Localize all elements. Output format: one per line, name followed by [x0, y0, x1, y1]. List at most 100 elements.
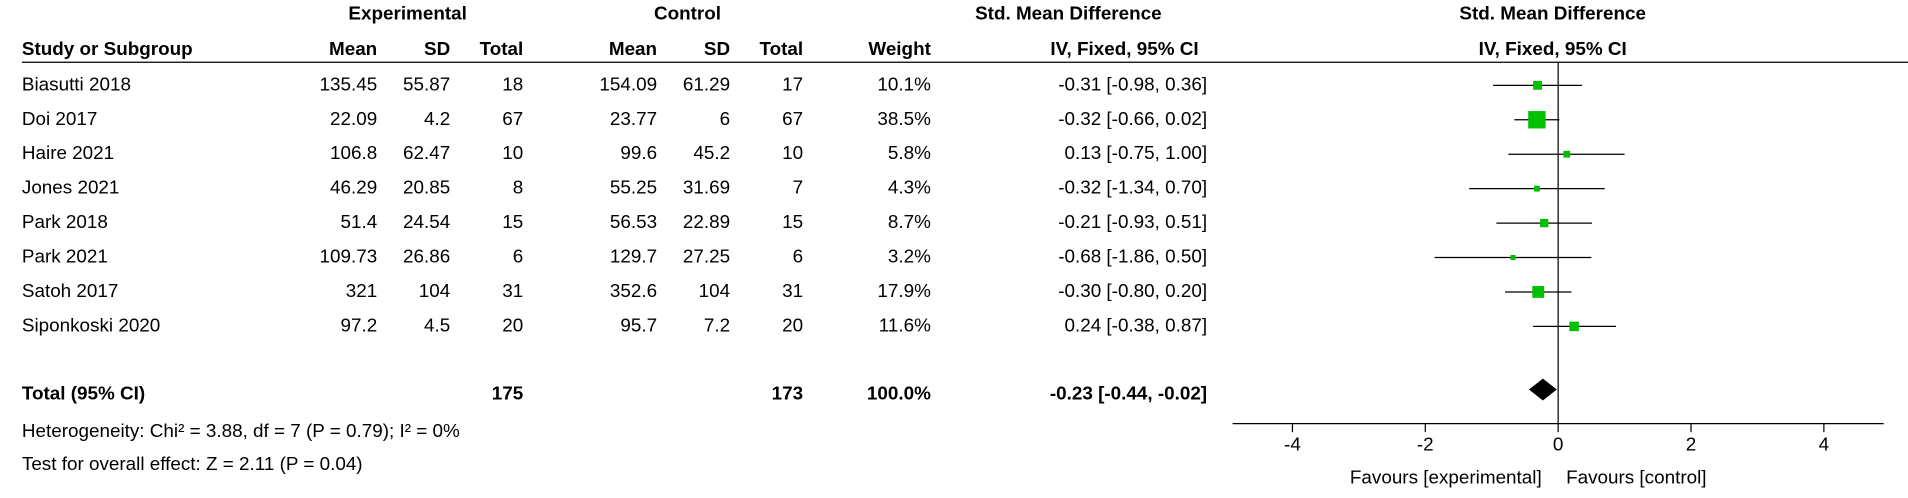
study-estimate [1540, 218, 1549, 228]
table-cell: 24.54 [403, 211, 450, 232]
study-estimate [1528, 111, 1546, 129]
table-cell: 106.8 [330, 142, 377, 163]
table-cell: 4.3% [888, 177, 931, 198]
overall-effect: Test for overall effect: Z = 2.11 (P = 0… [22, 453, 363, 474]
group-header: Experimental [348, 3, 466, 24]
table-cell: 95.7 [620, 314, 657, 335]
column-header: Mean [329, 38, 377, 59]
table-cell: 321 [346, 280, 377, 301]
total-cell: 175 [492, 382, 523, 403]
table-cell: 6 [720, 108, 731, 129]
table-cell: 17 [782, 73, 803, 94]
table-cell: 3.2% [888, 246, 931, 267]
table-cell: 4.5 [424, 314, 450, 335]
table-cell: 10 [502, 142, 523, 163]
column-header: Total [759, 38, 803, 59]
table-cell: 56.53 [610, 211, 657, 232]
study-estimate [1533, 80, 1543, 90]
x-tick-label: -2 [1417, 434, 1434, 455]
table-cell: 104 [419, 280, 450, 301]
heterogeneity: Heterogeneity: Chi² = 3.88, df = 7 (P = … [22, 420, 460, 441]
column-header: Weight [868, 38, 931, 59]
table-cell: -0.68 [-1.86, 0.50] [1058, 246, 1207, 267]
table-cell: 51.4 [341, 211, 378, 232]
group-header: Control [654, 3, 721, 24]
study-name: Park 2018 [22, 211, 108, 232]
study-estimate [1563, 150, 1571, 158]
study-name: Jones 2021 [22, 177, 120, 198]
study-estimate [1532, 286, 1545, 298]
table-cell: -0.32 [-0.66, 0.02] [1058, 108, 1207, 129]
table-cell: 23.77 [610, 108, 657, 129]
x-tick-label: 4 [1819, 434, 1830, 455]
table-cell: 109.73 [320, 246, 378, 267]
favours-label: Favours [control] [1566, 466, 1706, 487]
table-cell: 10 [782, 142, 803, 163]
study-name: Doi 2017 [22, 108, 98, 129]
table-cell: 67 [502, 108, 523, 129]
table-cell: 11.6% [879, 314, 931, 335]
table-cell: 20 [502, 314, 523, 335]
table-cell: 18 [502, 73, 523, 94]
table-cell: 26.86 [403, 246, 450, 267]
table-cell: 67 [782, 108, 803, 129]
column-header: Study or Subgroup [22, 38, 193, 59]
x-tick-label: 2 [1686, 434, 1697, 455]
favours-label: Favours [experimental] [1350, 466, 1542, 487]
table-cell: 8 [513, 177, 524, 198]
study-estimate [1510, 255, 1516, 261]
plot-subtitle: IV, Fixed, 95% CI [1479, 38, 1627, 59]
table-cell: 6 [513, 246, 524, 267]
table-cell: 8.7% [888, 211, 931, 232]
table-cell: 6 [793, 246, 803, 267]
table-cell: 27.25 [683, 246, 730, 267]
table-cell: 17.9% [877, 280, 931, 301]
study-estimate [1569, 321, 1579, 332]
table-cell: 45.2 [693, 142, 730, 163]
table-cell: 0.24 [-0.38, 0.87] [1064, 314, 1207, 335]
study-name: Satoh 2017 [22, 280, 118, 301]
total-cell: 100.0% [867, 382, 931, 403]
table-cell: 61.29 [683, 73, 730, 94]
table-cell: -0.30 [-0.80, 0.20] [1058, 280, 1207, 301]
table-cell: 15 [782, 211, 803, 232]
table-cell: 4.2 [424, 108, 450, 129]
table-cell: 97.2 [341, 314, 378, 335]
table-cell: 352.6 [610, 280, 657, 301]
table-cell: 31 [782, 280, 803, 301]
table-cell: 15 [502, 211, 523, 232]
column-header: SD [704, 38, 730, 59]
table-cell: 62.47 [403, 142, 450, 163]
table-cell: 46.29 [330, 177, 377, 198]
study-name: Park 2021 [22, 246, 108, 267]
table-cell: 22.89 [683, 211, 730, 232]
table-cell: 20 [782, 314, 803, 335]
table-cell: 55.25 [610, 177, 657, 198]
column-header: Total [480, 38, 524, 59]
table-cell: 0.13 [-0.75, 1.00] [1064, 142, 1207, 163]
table-cell: 38.5% [877, 108, 931, 129]
study-name: Siponkoski 2020 [22, 314, 160, 335]
table-cell: 55.87 [403, 73, 450, 94]
total-cell: 173 [772, 382, 803, 403]
total-cell: -0.23 [-0.44, -0.02] [1050, 382, 1207, 403]
table-cell: 129.7 [610, 246, 657, 267]
table-cell: -0.32 [-1.34, 0.70] [1058, 177, 1207, 198]
table-cell: 7.2 [704, 314, 730, 335]
table-cell: 20.85 [403, 177, 450, 198]
total-cell: Total (95% CI) [22, 382, 145, 403]
table-cell: 31 [502, 280, 523, 301]
table-cell: 7 [793, 177, 803, 198]
study-name: Biasutti 2018 [22, 73, 131, 94]
table-cell: 104 [699, 280, 730, 301]
table-cell: 10.1% [877, 73, 931, 94]
study-name: Haire 2021 [22, 142, 114, 163]
table-cell: 5.8% [888, 142, 931, 163]
table-cell: -0.21 [-0.93, 0.51] [1058, 211, 1207, 232]
x-tick-label: -4 [1284, 434, 1301, 455]
table-cell: -0.31 [-0.98, 0.36] [1058, 73, 1207, 94]
table-cell: 154.09 [599, 73, 657, 94]
effect-header: Std. Mean Difference [975, 3, 1162, 24]
table-cell: 31.69 [683, 177, 730, 198]
